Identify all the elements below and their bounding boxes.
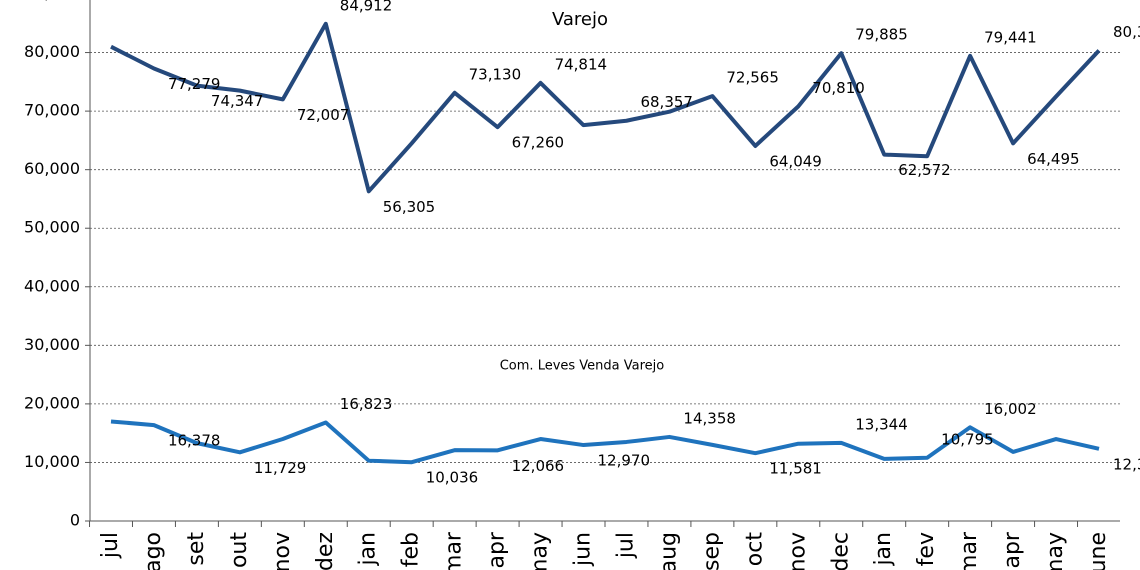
data-label: 64,049 bbox=[769, 152, 822, 170]
data-label: 84,912 bbox=[340, 0, 393, 14]
x-tick-label: may bbox=[1043, 532, 1068, 570]
y-tick-label: 70,000 bbox=[24, 101, 80, 120]
x-tick-label: nov bbox=[270, 532, 295, 570]
y-tick-label: 40,000 bbox=[24, 276, 80, 295]
y-tick-label: 80,000 bbox=[24, 42, 80, 61]
series-line bbox=[110, 21, 1101, 194]
y-tick-label: 10,000 bbox=[24, 452, 80, 471]
data-label: 56,305 bbox=[383, 198, 436, 216]
y-tick-label: 0 bbox=[70, 511, 80, 530]
y-tick-label: 50,000 bbox=[24, 218, 80, 237]
data-label: 67,260 bbox=[512, 134, 565, 152]
series-name: Varejo bbox=[552, 9, 608, 30]
data-label: 70,810 bbox=[812, 79, 865, 97]
x-tick-label: ago bbox=[141, 532, 166, 570]
x-tick-label: nov bbox=[785, 532, 810, 570]
data-label: 12,333 bbox=[1113, 455, 1140, 473]
data-label: 72,565 bbox=[726, 69, 779, 87]
y-tick-label: 90,000 bbox=[24, 0, 80, 3]
x-tick-label: oct bbox=[742, 532, 767, 567]
x-tick-label: set bbox=[184, 532, 209, 566]
x-tick-label: fev bbox=[914, 532, 939, 566]
x-tick-label: jan bbox=[871, 532, 896, 567]
data-label: 79,441 bbox=[984, 28, 1036, 46]
data-label: 13,344 bbox=[855, 415, 908, 433]
data-label: 10,036 bbox=[426, 469, 479, 487]
data-label: 16,823 bbox=[340, 395, 393, 413]
x-tick-label: feb bbox=[399, 532, 424, 567]
data-label: 72,007 bbox=[297, 106, 350, 124]
x-tick-label: sep bbox=[699, 532, 724, 570]
data-label: 77,279 bbox=[168, 75, 221, 93]
x-tick-label: jul bbox=[98, 532, 123, 559]
x-tick-label: out bbox=[227, 532, 252, 568]
data-label: 10,795 bbox=[941, 430, 994, 448]
x-tick-label: aug bbox=[656, 532, 681, 570]
series-name: Com. Leves Venda Varejo bbox=[500, 359, 665, 374]
data-label: 73,130 bbox=[469, 65, 522, 83]
data-label: 68,357 bbox=[640, 93, 693, 111]
data-label: 12,066 bbox=[512, 457, 565, 475]
data-label: 80,353 bbox=[1113, 23, 1140, 41]
data-label: 74,814 bbox=[555, 55, 608, 73]
y-tick-label: 20,000 bbox=[24, 393, 80, 412]
x-tick-label: may bbox=[528, 532, 553, 570]
y-tick-label: 60,000 bbox=[24, 159, 80, 178]
x-tick-label: dez bbox=[313, 532, 338, 570]
y-tick-label: 30,000 bbox=[24, 335, 80, 354]
series-line bbox=[110, 419, 1100, 465]
x-tick-label: dec bbox=[828, 532, 853, 570]
x-tick-label: mar bbox=[442, 531, 467, 570]
data-label: 12,970 bbox=[598, 452, 651, 470]
data-label: 74,347 bbox=[211, 92, 263, 110]
data-label: 62,572 bbox=[898, 161, 951, 179]
x-tick-label: apr bbox=[1000, 531, 1025, 568]
x-tick-label: jun bbox=[571, 532, 596, 567]
x-tick-label: june bbox=[1086, 532, 1111, 570]
x-tick-label: jan bbox=[356, 532, 381, 567]
x-tick-label: jul bbox=[613, 532, 638, 559]
data-label: 79,885 bbox=[855, 26, 908, 44]
data-label: 14,358 bbox=[683, 409, 736, 427]
data-label: 11,581 bbox=[769, 460, 822, 478]
data-label: 11,729 bbox=[254, 459, 307, 477]
x-tick-label: apr bbox=[485, 531, 510, 568]
x-tick-label: mar bbox=[957, 531, 982, 570]
data-label: 16,378 bbox=[168, 432, 221, 450]
data-label: 16,002 bbox=[984, 400, 1036, 418]
data-label: 64,495 bbox=[1027, 150, 1080, 168]
